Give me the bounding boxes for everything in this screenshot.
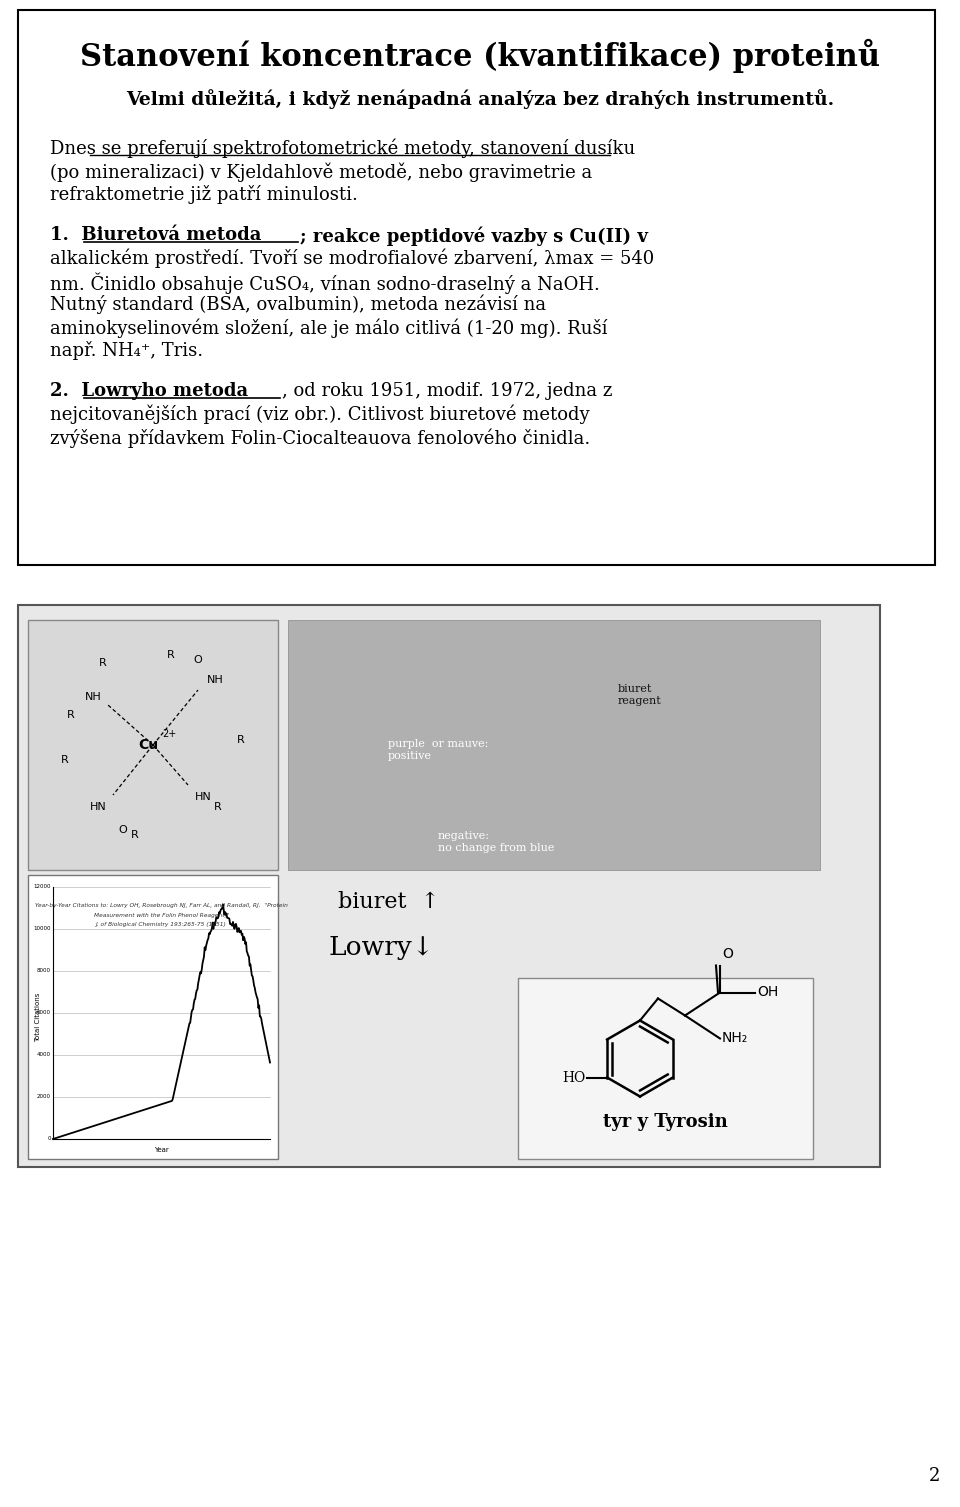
Text: Stanovení koncentrace (kvantifikace) proteinů: Stanovení koncentrace (kvantifikace) pro…: [80, 39, 880, 74]
Text: 6000: 6000: [37, 1011, 51, 1016]
Text: R: R: [167, 650, 175, 660]
Text: negative:
no change from blue: negative: no change from blue: [438, 832, 554, 853]
Text: Year-by-Year Citations to: Lowry OH, Rosebrough NJ, Farr AL, and Randall, RJ.  ": Year-by-Year Citations to: Lowry OH, Ros…: [36, 903, 288, 909]
Text: Nutný standard (BSA, ovalbumin), metoda nezávisí na: Nutný standard (BSA, ovalbumin), metoda …: [50, 295, 546, 315]
Text: OH: OH: [757, 986, 779, 999]
Text: purple  or mauve:
positive: purple or mauve: positive: [388, 740, 489, 761]
Text: Total Citations: Total Citations: [35, 992, 41, 1041]
Text: O: O: [119, 824, 128, 835]
Text: R: R: [99, 659, 107, 668]
FancyBboxPatch shape: [18, 11, 935, 565]
Text: biuret
reagent: biuret reagent: [618, 684, 661, 705]
Text: alkalickém prostředí. Tvoří se modrofialové zbarvení, λmax = 540: alkalickém prostředí. Tvoří se modrofial…: [50, 249, 655, 268]
Text: R: R: [132, 830, 139, 839]
Text: 8000: 8000: [37, 969, 51, 974]
Text: Year: Year: [155, 1147, 169, 1153]
Text: O: O: [722, 946, 732, 960]
Text: 1.  Biuretová metoda: 1. Biuretová metoda: [50, 226, 261, 244]
Text: NH: NH: [206, 675, 224, 686]
Text: HO: HO: [562, 1070, 585, 1085]
Text: 2+: 2+: [162, 729, 177, 738]
Text: , od roku 1951, modif. 1972, jedna z: , od roku 1951, modif. 1972, jedna z: [282, 381, 612, 399]
Text: R: R: [214, 802, 222, 812]
FancyBboxPatch shape: [288, 619, 820, 870]
FancyBboxPatch shape: [28, 876, 278, 1159]
Text: J. of Biological Chemistry 193:265-75 (1951): J. of Biological Chemistry 193:265-75 (1…: [96, 922, 227, 927]
Text: HN: HN: [89, 802, 107, 812]
Text: aminokyselinovém složení, ale je málo citlivá (1-20 mg). Ruší: aminokyselinovém složení, ale je málo ci…: [50, 318, 608, 338]
Text: 10000: 10000: [34, 927, 51, 931]
Text: NH: NH: [84, 692, 102, 702]
Text: R: R: [61, 755, 69, 766]
Text: 2: 2: [928, 1466, 940, 1484]
Text: např. NH₄⁺, Tris.: např. NH₄⁺, Tris.: [50, 341, 204, 360]
Text: 2.  Lowryho metoda: 2. Lowryho metoda: [50, 381, 248, 399]
Text: Measurement with the Folin Phenol Reagent,": Measurement with the Folin Phenol Reagen…: [94, 913, 229, 918]
Text: HN: HN: [195, 793, 211, 802]
FancyBboxPatch shape: [18, 604, 880, 1166]
FancyBboxPatch shape: [28, 619, 278, 870]
Text: biuret  ↑: biuret ↑: [338, 891, 440, 913]
Text: (po mineralizaci) v Kjeldahlově metodě, nebo gravimetrie a: (po mineralizaci) v Kjeldahlově metodě, …: [50, 161, 592, 181]
Text: Velmi důležitá, i když nenápadná analýza bez drahých instrumentů.: Velmi důležitá, i když nenápadná analýza…: [126, 89, 834, 109]
Text: nejcitovanějších prací (viz obr.). Citlivost biuretové metody: nejcitovanějších prací (viz obr.). Citli…: [50, 405, 589, 425]
Text: refraktometrie již patří minulosti.: refraktometrie již patří minulosti.: [50, 185, 358, 203]
Text: R: R: [237, 735, 245, 744]
Text: Lowry↓: Lowry↓: [328, 936, 434, 960]
Text: Cu: Cu: [138, 738, 158, 752]
FancyBboxPatch shape: [518, 978, 813, 1159]
Text: tyr y Tyrosin: tyr y Tyrosin: [603, 1114, 728, 1130]
Text: ; reakce peptidové vazby s Cu(II) v: ; reakce peptidové vazby s Cu(II) v: [300, 226, 648, 246]
Text: R: R: [67, 710, 75, 720]
Text: 2000: 2000: [37, 1094, 51, 1100]
Text: 12000: 12000: [34, 885, 51, 889]
Text: Dnes se preferují spektrofotometrické metody, stanovení dusíku: Dnes se preferují spektrofotometrické me…: [50, 139, 636, 158]
Text: nm. Činidlo obsahuje CuSO₄, vínan sodno-draselný a NaOH.: nm. Činidlo obsahuje CuSO₄, vínan sodno-…: [50, 271, 600, 294]
Text: zvýšena přídavkem Folin-Ciocalteauova fenolového činidla.: zvýšena přídavkem Folin-Ciocalteauova fe…: [50, 428, 590, 448]
Text: O: O: [194, 656, 203, 665]
Text: NH₂: NH₂: [722, 1031, 748, 1046]
Text: 4000: 4000: [37, 1052, 51, 1058]
Text: 0: 0: [47, 1136, 51, 1141]
